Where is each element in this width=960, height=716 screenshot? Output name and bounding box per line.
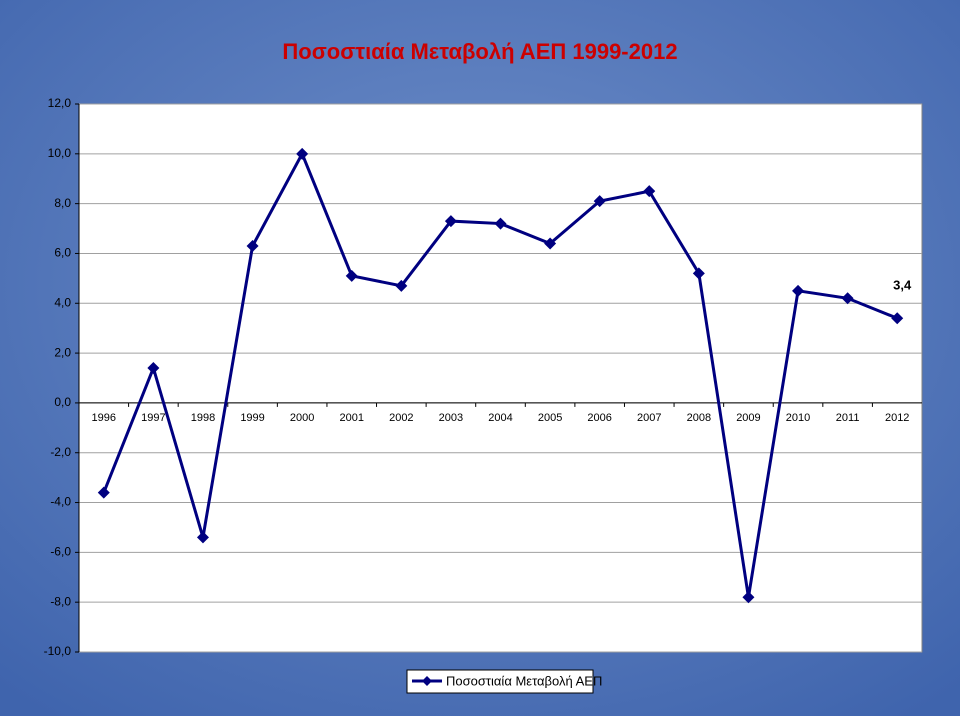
marker bbox=[593, 195, 606, 208]
chart-title: Ποσοστιαία Μεταβολή ΑΕΠ 1999-2012 bbox=[282, 39, 677, 64]
marker bbox=[692, 267, 705, 280]
y-tick-label: -6,0 bbox=[50, 545, 71, 559]
y-tick-label: -10,0 bbox=[44, 644, 72, 658]
marker bbox=[345, 269, 358, 282]
y-tick-label: -8,0 bbox=[50, 594, 71, 608]
x-tick-label: 2006 bbox=[587, 412, 611, 424]
marker bbox=[841, 292, 854, 305]
plot-area bbox=[78, 103, 923, 653]
x-tick-label: 2012 bbox=[885, 412, 909, 424]
marker bbox=[742, 591, 755, 604]
y-tick-label: 4,0 bbox=[54, 295, 71, 309]
x-tick-label: 2002 bbox=[389, 412, 413, 424]
x-tick-label: 2004 bbox=[488, 412, 512, 424]
marker bbox=[494, 217, 507, 230]
x-tick-label: 1997 bbox=[141, 412, 165, 424]
marker bbox=[891, 312, 904, 325]
marker bbox=[792, 284, 805, 297]
legend-label: Ποσοστιαία Μεταβολή ΑΕΠ bbox=[446, 673, 602, 688]
marker bbox=[544, 237, 557, 250]
x-tick-label: 1999 bbox=[240, 412, 264, 424]
x-tick-label: 2008 bbox=[687, 412, 711, 424]
legend bbox=[406, 669, 594, 694]
y-tick-label: 10,0 bbox=[48, 146, 72, 160]
x-tick-label: 2003 bbox=[439, 412, 463, 424]
marker bbox=[395, 279, 408, 292]
x-tick-label: 2000 bbox=[290, 412, 314, 424]
marker bbox=[147, 362, 160, 375]
y-tick-label: 8,0 bbox=[54, 196, 71, 210]
y-tick-label: 0,0 bbox=[54, 395, 71, 409]
x-tick-label: 2010 bbox=[786, 412, 810, 424]
x-tick-label: 2009 bbox=[736, 412, 760, 424]
x-tick-label: 1996 bbox=[92, 412, 116, 424]
marker bbox=[444, 215, 457, 228]
y-tick-label: -4,0 bbox=[50, 495, 71, 509]
legend-marker bbox=[422, 676, 432, 686]
marker bbox=[97, 486, 110, 499]
marker bbox=[643, 185, 656, 198]
x-tick-label: 2005 bbox=[538, 412, 562, 424]
y-tick-label: 2,0 bbox=[54, 345, 71, 359]
y-tick-label: 6,0 bbox=[54, 246, 71, 260]
marker bbox=[196, 531, 209, 544]
x-tick-label: 1998 bbox=[191, 412, 215, 424]
y-tick-label: -2,0 bbox=[50, 445, 71, 459]
x-tick-label: 2001 bbox=[339, 412, 363, 424]
x-tick-label: 2011 bbox=[836, 412, 860, 424]
y-tick-label: 12,0 bbox=[48, 96, 72, 110]
x-tick-label: 2007 bbox=[637, 412, 661, 424]
marker bbox=[246, 239, 259, 252]
marker bbox=[296, 147, 309, 160]
data-label: 3,4 bbox=[893, 278, 912, 293]
